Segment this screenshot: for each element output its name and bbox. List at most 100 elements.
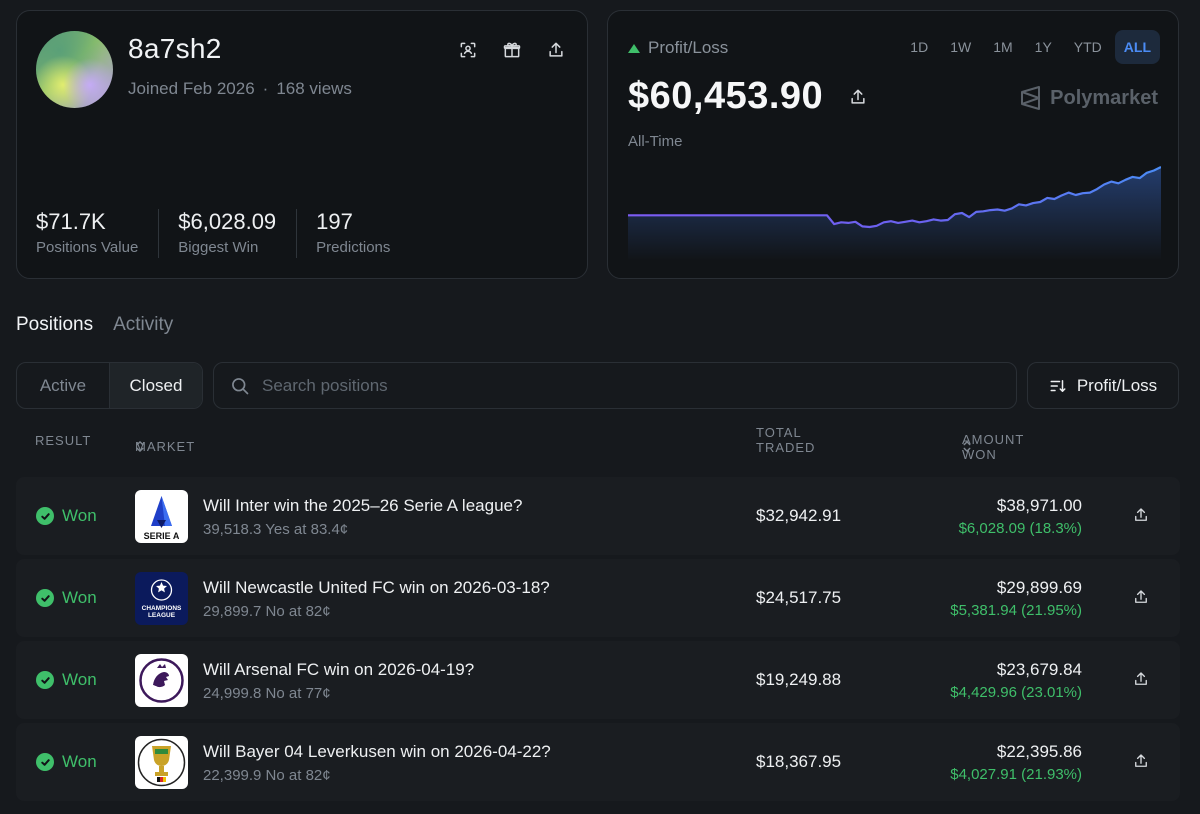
chart-area bbox=[628, 167, 1161, 261]
market-position: 24,999.8 No at 77¢ bbox=[203, 685, 331, 702]
table-row[interactable]: Won Will Bayer 04 Leverkusen win on 2026… bbox=[16, 723, 1180, 801]
stat-value: $6,028.09 bbox=[178, 209, 277, 234]
search-input[interactable] bbox=[262, 375, 962, 396]
table-header: RESULT MARKET TOTAL TRADED AMOUNT WON bbox=[0, 425, 1200, 462]
check-circle-icon bbox=[36, 507, 54, 525]
pnl-card: Profit/Loss 1D 1W 1M 1Y YTD ALL $60,453.… bbox=[607, 10, 1179, 279]
check-circle-icon bbox=[36, 753, 54, 771]
check-circle-icon bbox=[36, 589, 54, 607]
view-count: 168 views bbox=[276, 79, 352, 98]
tab-activity[interactable]: Activity bbox=[113, 314, 174, 335]
stat-predictions: 197 Predictions bbox=[316, 209, 410, 258]
stat-value: 197 bbox=[316, 209, 353, 234]
market-title[interactable]: Will Bayer 04 Leverkusen win on 2026-04-… bbox=[203, 742, 551, 761]
sort-toggle-icon bbox=[136, 441, 144, 452]
share-icon[interactable] bbox=[848, 87, 868, 112]
profit-percent: $5,381.94 (21.95%) bbox=[950, 602, 1082, 619]
market-title[interactable]: Will Newcastle United FC win on 2026-03-… bbox=[203, 578, 550, 597]
champions-text: CHAMPIONS bbox=[142, 605, 182, 612]
result-cell: Won bbox=[36, 588, 97, 608]
result-label: Won bbox=[62, 588, 97, 607]
result-label: Won bbox=[62, 752, 97, 771]
range-1w[interactable]: 1W bbox=[950, 39, 972, 55]
profit-percent: $4,027.91 (21.93%) bbox=[950, 766, 1082, 783]
amount-won: $22,395.86 bbox=[996, 742, 1082, 761]
segment-active[interactable]: Active bbox=[39, 375, 87, 395]
range-all[interactable]: ALL bbox=[1114, 30, 1160, 64]
pnl-chart bbox=[628, 166, 1161, 261]
premier-league-logo bbox=[135, 654, 188, 707]
brand-name: Polymarket bbox=[1050, 86, 1158, 109]
sort-toggle-icon bbox=[963, 441, 971, 452]
status-segment: Active Closed bbox=[16, 362, 203, 409]
share-icon[interactable] bbox=[1132, 506, 1150, 529]
stat-positions-value: $71.7K Positions Value bbox=[36, 209, 160, 258]
market-position: 29,899.7 No at 82¢ bbox=[203, 603, 331, 620]
scan-icon[interactable] bbox=[457, 39, 479, 61]
share-icon[interactable] bbox=[545, 39, 567, 61]
total-traded: $19,249.88 bbox=[756, 670, 842, 689]
amount-won: $23,679.84 bbox=[996, 660, 1082, 679]
stat-label: Biggest Win bbox=[178, 239, 259, 256]
share-icon[interactable] bbox=[1132, 670, 1150, 693]
search-icon bbox=[232, 377, 249, 394]
profile-meta: Joined Feb 2026 · 168 views bbox=[128, 79, 352, 99]
share-icon[interactable] bbox=[1132, 588, 1150, 611]
pnl-header: Profit/Loss bbox=[628, 38, 728, 58]
profile-stats: $71.7K Positions Value $6,028.09 Biggest… bbox=[36, 209, 429, 258]
market-title[interactable]: Will Arsenal FC win on 2026-04-19? bbox=[203, 660, 475, 679]
amount-won: $29,899.69 bbox=[996, 578, 1082, 597]
total-traded: $24,517.75 bbox=[756, 588, 842, 607]
range-1y[interactable]: 1Y bbox=[1034, 39, 1052, 55]
range-1m[interactable]: 1M bbox=[993, 39, 1013, 55]
result-label: Won bbox=[62, 506, 97, 525]
header-market[interactable]: MARKET bbox=[135, 439, 194, 454]
profile-card: 8a7sh2 Joined Feb 2026 · 168 views $71.7K … bbox=[16, 10, 588, 279]
stat-label: Predictions bbox=[316, 239, 391, 256]
sort-icon bbox=[1050, 379, 1066, 392]
result-cell: Won bbox=[36, 670, 97, 690]
tab-positions[interactable]: Positions bbox=[16, 314, 94, 335]
header-amount-won[interactable]: AMOUNT WON bbox=[962, 432, 1023, 462]
league-text: LEAGUE bbox=[148, 612, 176, 619]
search-bar bbox=[213, 362, 1017, 409]
pnl-amount: $60,453.90 bbox=[628, 75, 824, 117]
segment-closed[interactable]: Closed bbox=[109, 363, 202, 408]
amount-won: $38,971.00 bbox=[996, 496, 1082, 515]
stat-label: Positions Value bbox=[36, 239, 139, 256]
market-title[interactable]: Will Inter win the 2025–26 Serie A leagu… bbox=[203, 496, 523, 515]
pnl-label: Profit/Loss bbox=[648, 38, 729, 57]
meta-separator: · bbox=[262, 79, 269, 98]
header-market-label: MARKET bbox=[135, 439, 196, 454]
check-circle-icon bbox=[36, 671, 54, 689]
market-position: 22,399.9 No at 82¢ bbox=[203, 767, 331, 784]
page-tabs: Positions Activity bbox=[16, 314, 173, 336]
total-traded: $32,942.91 bbox=[756, 506, 842, 525]
profile-actions bbox=[457, 39, 567, 61]
result-label: Won bbox=[62, 670, 97, 689]
sort-label: Profit/Loss bbox=[1076, 375, 1158, 395]
result-cell: Won bbox=[36, 506, 97, 526]
period-label: All-Time bbox=[628, 133, 683, 150]
profit-percent: $4,429.96 (23.01%) bbox=[950, 684, 1082, 701]
total-traded: $18,367.95 bbox=[756, 752, 842, 771]
avatar[interactable] bbox=[36, 31, 113, 108]
gift-icon[interactable] bbox=[501, 39, 523, 61]
polymarket-icon bbox=[1021, 86, 1041, 110]
trend-up-icon bbox=[628, 43, 640, 53]
sort-button[interactable]: Profit/Loss bbox=[1027, 362, 1179, 409]
table-row[interactable]: Won SERIE A Will Inter win the 2025–26 S… bbox=[16, 477, 1180, 555]
table-row[interactable]: Won Will Arsenal FC win on 2026-04-19? 2… bbox=[16, 641, 1180, 719]
serie-a-text: SERIE A bbox=[144, 531, 180, 541]
stat-biggest-win: $6,028.09 Biggest Win bbox=[178, 209, 298, 258]
header-result-label: RESULT bbox=[35, 432, 92, 448]
header-won-label: AMOUNT WON bbox=[962, 431, 1025, 462]
dfb-pokal-logo bbox=[135, 736, 188, 789]
share-icon[interactable] bbox=[1132, 752, 1150, 775]
range-1d[interactable]: 1D bbox=[910, 39, 929, 55]
table-row[interactable]: Won CHAMPIONS LEAGUE Will Newcastle Unit… bbox=[16, 559, 1180, 637]
positions-table: Won SERIE A Will Inter win the 2025–26 S… bbox=[16, 477, 1180, 805]
serie-a-logo: SERIE A bbox=[135, 490, 188, 543]
range-ytd[interactable]: YTD bbox=[1073, 39, 1102, 55]
result-cell: Won bbox=[36, 752, 97, 772]
